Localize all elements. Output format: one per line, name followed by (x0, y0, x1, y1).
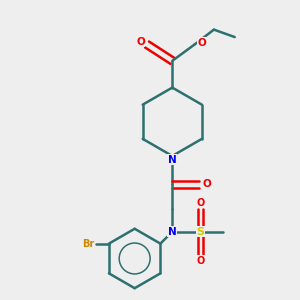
Text: Br: Br (82, 238, 94, 249)
Text: O: O (196, 198, 205, 208)
Text: O: O (136, 37, 145, 46)
Text: S: S (196, 227, 205, 237)
Text: N: N (168, 227, 177, 237)
Text: O: O (202, 179, 211, 189)
Text: O: O (196, 256, 205, 266)
Text: O: O (198, 38, 206, 48)
Text: N: N (168, 154, 177, 164)
